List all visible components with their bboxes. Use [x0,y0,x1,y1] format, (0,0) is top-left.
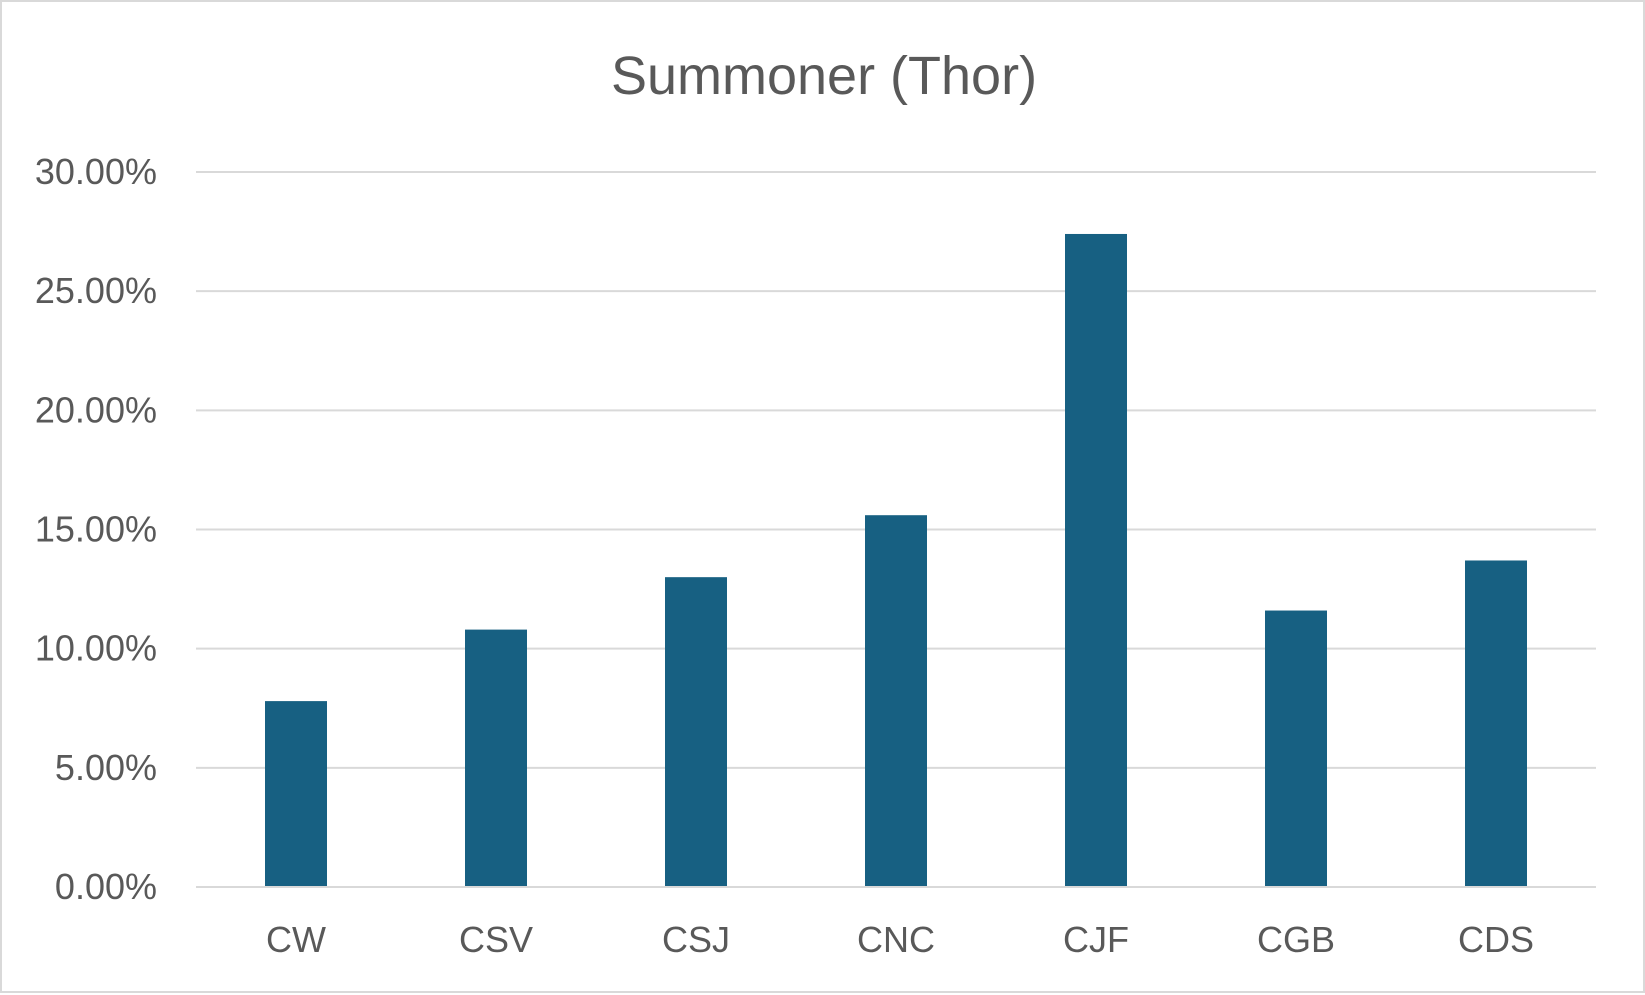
x-tick-label: CW [266,919,326,960]
y-axis-tick-labels: 0.00% 5.00% 10.00% 15.00% 20.00% 25.00% 30.00% [35,151,157,907]
x-axis-tick-labels: CW CSV CSJ CNC CJF CGB CDS [266,919,1534,960]
y-tick-label: 30.00% [35,151,157,192]
bar [1065,233,1127,887]
bar [665,577,727,887]
y-tick-label: 20.00% [35,389,157,430]
y-tick-label: 10.00% [35,628,157,669]
chart-title: Summoner (Thor) [611,46,1037,106]
x-tick-label: CGB [1257,919,1335,960]
x-tick-label: CJF [1063,919,1129,960]
x-tick-label: CSV [459,919,533,960]
bar [265,701,327,887]
y-tick-label: 0.00% [55,866,157,907]
bar [465,629,527,887]
bar [1265,610,1327,887]
x-tick-label: CSJ [662,919,730,960]
bars [265,233,1527,887]
x-tick-label: CDS [1458,919,1534,960]
y-tick-label: 15.00% [35,509,157,550]
bar [865,515,927,887]
bar [1465,560,1527,887]
x-tick-label: CNC [857,919,935,960]
y-tick-label: 5.00% [55,747,157,788]
y-tick-label: 25.00% [35,270,157,311]
